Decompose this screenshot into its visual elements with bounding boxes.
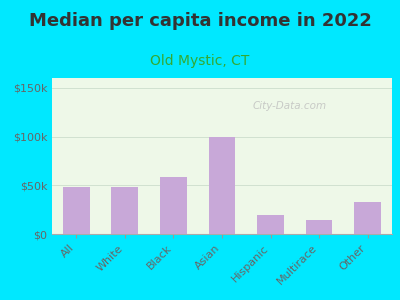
Bar xyxy=(306,220,332,234)
Bar xyxy=(354,202,381,234)
Text: City-Data.com: City-Data.com xyxy=(253,101,327,111)
Bar xyxy=(112,187,138,234)
Bar xyxy=(160,177,187,234)
Text: Old Mystic, CT: Old Mystic, CT xyxy=(150,54,250,68)
Bar xyxy=(209,137,235,234)
Text: Median per capita income in 2022: Median per capita income in 2022 xyxy=(28,12,372,30)
Bar xyxy=(257,214,284,234)
Bar xyxy=(63,187,90,234)
